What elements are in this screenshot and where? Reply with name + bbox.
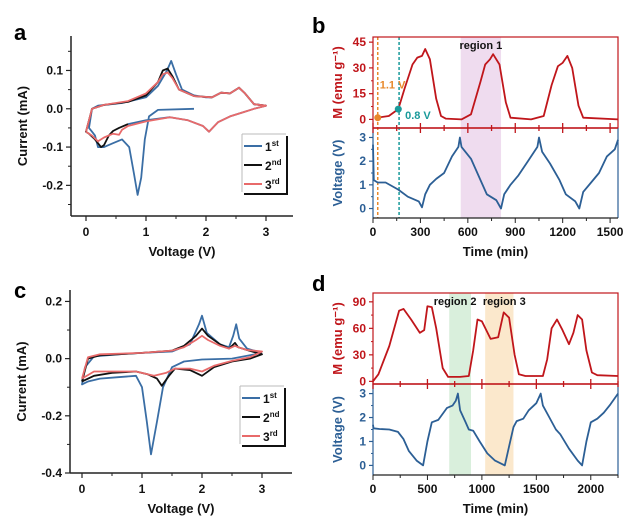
legend-superscript: nd	[270, 410, 280, 419]
legend: 1st 2nd 3rd	[239, 385, 286, 447]
x-tick-label: 1000	[469, 482, 496, 496]
voltage-line	[372, 392, 619, 467]
y-tick-label: 0.2	[45, 294, 62, 308]
m-y-tick-label: 0	[359, 374, 366, 388]
region-label: region 3	[483, 296, 526, 308]
m-y-tick-label: 0	[359, 112, 366, 126]
x-tick-label: 1200	[549, 225, 576, 239]
vline-label: 0.8 V	[405, 110, 431, 122]
x-tick-label: 3	[263, 225, 270, 239]
x-tick-label: 300	[410, 225, 430, 239]
legend-label-3rd: 3rd	[263, 429, 278, 444]
x-axis-title: Time (min)	[463, 501, 529, 516]
x-tick-label: 2	[203, 225, 210, 239]
panel-letter-b: b	[312, 13, 325, 38]
x-tick-label: 2000	[577, 482, 604, 496]
m-y-tick-label: 45	[353, 35, 367, 49]
y-axis-title: Current (mA)	[14, 341, 29, 421]
v-y-axis-title: Voltage (V)	[330, 396, 345, 463]
legend-superscript: rd	[270, 429, 278, 438]
voltage-line	[372, 136, 619, 210]
x-tick-label: 0	[370, 225, 377, 239]
v-y-tick-label: 2	[359, 154, 366, 168]
legend-label-2nd: 2nd	[265, 158, 282, 173]
voltage-marker-dot	[374, 114, 382, 122]
m-y-tick-label: 30	[353, 348, 367, 362]
vline-label: 1.1 V	[380, 80, 406, 92]
v-y-tick-label: 1	[359, 178, 366, 192]
m-y-tick-label: 60	[353, 321, 367, 335]
legend-superscript: st	[272, 139, 279, 148]
legend-label-1st: 1st	[265, 139, 279, 154]
v-y-tick-label: 0	[359, 458, 366, 472]
series-line-2nd	[85, 67, 267, 148]
series-line-3rd	[85, 71, 267, 143]
x-axis-title: Voltage (V)	[149, 244, 216, 259]
m-y-axis-title: M (emu g⁻¹)	[330, 46, 345, 119]
x-tick-label: 3	[259, 482, 266, 496]
m-y-axis-title: M (emu g⁻¹)	[330, 302, 345, 375]
x-tick-label: 0	[370, 482, 377, 496]
y-tick-label: -0.2	[41, 409, 62, 423]
series-line-1st	[88, 60, 267, 196]
v-y-axis-title: Voltage (V)	[330, 140, 345, 207]
y-tick-label: -0.4	[41, 466, 62, 480]
series-line-3rd	[81, 334, 263, 380]
y-tick-label: 0.0	[46, 102, 63, 116]
y-tick-label: 0.1	[46, 63, 63, 77]
panel-letter-c: c	[14, 278, 26, 303]
legend-superscript: rd	[272, 177, 280, 186]
magnetization-line	[376, 48, 619, 121]
y-tick-label: -0.1	[42, 140, 63, 154]
legend-label-2nd: 2nd	[263, 410, 280, 425]
magnetization-line	[372, 305, 619, 382]
legend-label-1st: 1st	[263, 391, 277, 406]
series-line-1st	[81, 314, 263, 456]
legend-superscript: nd	[272, 158, 282, 167]
x-tick-label: 1500	[523, 482, 550, 496]
x-axis-title: Time (min)	[463, 244, 529, 259]
x-tick-label: 500	[417, 482, 437, 496]
legend-label-3rd: 3rd	[265, 177, 280, 192]
x-tick-label: 1	[139, 482, 146, 496]
region-label: region 1	[459, 40, 502, 52]
v-y-tick-label: 2	[359, 411, 366, 425]
legend: 1st 2nd 3rd	[241, 133, 288, 195]
x-axis-title: Voltage (V)	[148, 501, 215, 516]
x-tick-label: 1500	[597, 225, 624, 239]
x-tick-label: 2	[199, 482, 206, 496]
x-tick-label: 1	[143, 225, 150, 239]
x-tick-label: 0	[79, 482, 86, 496]
panel-letter-a: a	[14, 20, 27, 45]
x-tick-label: 900	[505, 225, 525, 239]
m-y-tick-label: 30	[353, 61, 367, 75]
panel-c-cv-chart: 0 1 2 3 -0.4 -0.2 0.0 0.2 Voltage (V) Current (mA…	[14, 290, 292, 516]
m-y-tick-label: 15	[353, 87, 367, 101]
y-axis-title: Current (mA)	[15, 86, 30, 166]
v-y-tick-label: 0	[359, 202, 366, 216]
v-y-tick-label: 3	[359, 387, 366, 401]
voltage-marker-dot	[394, 105, 402, 113]
m-y-tick-label: 90	[353, 295, 367, 309]
panel-letter-d: d	[312, 271, 325, 296]
panel-a-cv-chart: 0 1 2 3 -0.2 -0.1 0.0 0.1 Voltage (V) Current (mA…	[15, 36, 293, 259]
y-tick-label: -0.2	[42, 178, 63, 192]
y-tick-label: 0.0	[45, 352, 62, 366]
region-label: region 2	[434, 296, 477, 308]
v-y-tick-label: 3	[359, 130, 366, 144]
x-tick-label: 600	[458, 225, 478, 239]
x-tick-label: 0	[83, 225, 90, 239]
v-y-tick-label: 1	[359, 434, 366, 448]
legend-superscript: st	[270, 391, 277, 400]
